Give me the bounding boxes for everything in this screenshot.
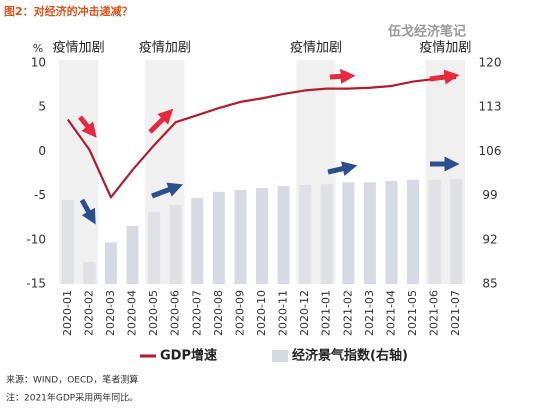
watermark: 伍戈经济笔记 xyxy=(387,24,466,40)
band-label: 疫情加剧 xyxy=(290,40,342,56)
y2-tick-label: 92 xyxy=(482,232,497,246)
x-tick-label: 2021-07 xyxy=(449,290,462,336)
y2-tick-label: 120 xyxy=(479,56,502,70)
x-tick-label: 2021-04 xyxy=(384,290,397,336)
x-tick-label: 2020-03 xyxy=(104,290,117,336)
note: 来源：WIND，OECD，笔者测算 xyxy=(6,374,138,386)
bar xyxy=(407,179,420,284)
bar xyxy=(256,188,268,284)
y-tick-label: 10 xyxy=(31,56,46,70)
highlight-band xyxy=(59,60,99,284)
legend-label: GDP增速 xyxy=(160,348,217,364)
x-tick-label: 2021-01 xyxy=(320,290,333,336)
bar xyxy=(277,186,290,284)
x-tick-label: 2020-12 xyxy=(298,290,311,336)
bar xyxy=(191,198,204,284)
x-tick-label: 2021-06 xyxy=(428,290,441,336)
band-label: 疫情加剧 xyxy=(139,40,191,56)
x-tick-label: 2021-02 xyxy=(341,290,354,336)
y2-tick-label: 85 xyxy=(482,277,497,291)
y-unit: % xyxy=(33,42,43,55)
x-tick-label: 2020-09 xyxy=(233,290,246,336)
y-tick-label: 5 xyxy=(38,100,46,114)
legend-swatch xyxy=(272,350,288,362)
bar xyxy=(212,191,225,284)
bar xyxy=(234,189,247,284)
y2-tick-label: 113 xyxy=(479,100,502,114)
x-tick-label: 2021-03 xyxy=(363,290,376,336)
x-tick-label: 2020-02 xyxy=(82,290,95,336)
x-tick-label: 2020-05 xyxy=(147,290,160,336)
x-tick-label: 2020-08 xyxy=(212,290,225,336)
legend-label: 经济景气指数(右轴) xyxy=(292,348,408,364)
x-tick-label: 2020-11 xyxy=(277,290,290,336)
bar xyxy=(342,182,355,284)
bar xyxy=(363,182,376,284)
band-label: 疫情加剧 xyxy=(53,40,105,56)
y-tick-label: -5 xyxy=(34,188,46,202)
band-label: 疫情加剧 xyxy=(419,40,471,56)
y2-tick-label: 99 xyxy=(482,188,497,202)
y2-tick-label: 106 xyxy=(479,144,502,158)
highlight-band xyxy=(145,60,185,284)
y-tick-label: -10 xyxy=(26,232,46,246)
y-tick-label: -15 xyxy=(26,277,46,291)
note: 注：2021年GDP采用两年同比。 xyxy=(6,392,138,404)
line xyxy=(66,76,457,199)
bar xyxy=(126,225,139,284)
bar xyxy=(104,242,117,284)
x-tick-label: 2020-04 xyxy=(126,290,139,336)
highlight-band xyxy=(425,60,465,284)
bar xyxy=(385,181,398,284)
x-tick-label: 2020-07 xyxy=(190,290,203,336)
y-tick-label: 0 xyxy=(38,144,46,158)
x-tick-label: 2020-06 xyxy=(169,290,182,336)
chart-title: 图2：对经济的冲击递减？ xyxy=(4,4,133,18)
arrows xyxy=(78,68,460,225)
x-tick-label: 2020-10 xyxy=(255,290,268,336)
x-tick-label: 2021-05 xyxy=(406,290,419,336)
x-tick-label: 2020-01 xyxy=(61,290,74,336)
